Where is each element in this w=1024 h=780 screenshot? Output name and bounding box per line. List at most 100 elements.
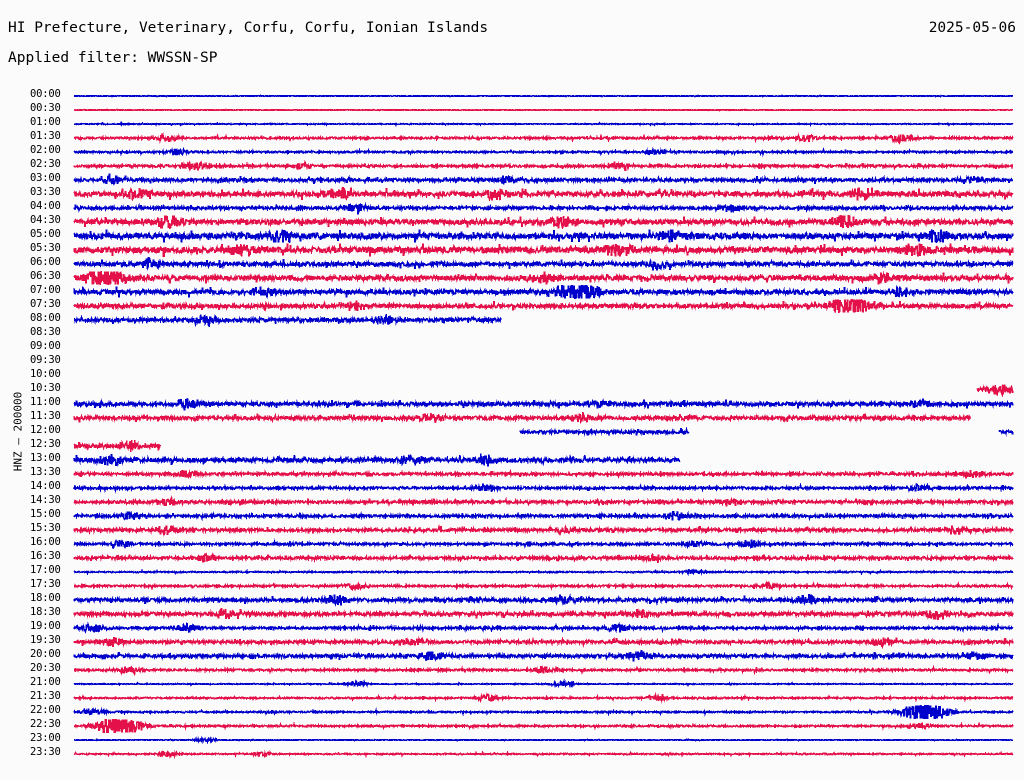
seismic-trace xyxy=(73,705,1014,719)
seismic-trace xyxy=(73,215,1014,229)
seismic-trace xyxy=(73,146,1014,158)
time-label-03-00: 03:00 xyxy=(30,172,61,184)
time-label-22-30: 22:30 xyxy=(30,718,61,730)
seismic-trace xyxy=(73,159,1014,172)
seismic-trace xyxy=(976,384,1014,397)
seismic-trace xyxy=(73,271,1014,285)
helicorder-row: 13:30 xyxy=(0,467,1024,481)
helicorder-row: 15:00 xyxy=(0,509,1024,523)
time-label-08-30: 08:30 xyxy=(30,326,61,338)
seismic-trace xyxy=(73,243,1014,257)
time-label-02-00: 02:00 xyxy=(30,144,61,156)
seismic-trace xyxy=(74,719,1014,733)
helicorder-row: 01:00 xyxy=(0,117,1024,131)
seismic-trace xyxy=(73,593,1014,607)
time-label-23-00: 23:00 xyxy=(30,732,61,744)
helicorder-row: 21:30 xyxy=(0,691,1024,705)
helicorder-row: 01:30 xyxy=(0,131,1024,145)
chart-header: HI Prefecture, Veterinary, Corfu, Corfu,… xyxy=(0,0,1024,76)
seismic-trace xyxy=(73,580,1014,592)
time-label-05-30: 05:30 xyxy=(30,242,61,254)
helicorder-row: 04:00 xyxy=(0,201,1024,215)
helicorder-row: 16:00 xyxy=(0,537,1024,551)
time-label-13-00: 13:00 xyxy=(30,452,61,464)
helicorder-plot: 00:00 00:30 01:00 01:30 02:00 02:30 03:00 03:30… xyxy=(0,76,1024,780)
time-label-00-00: 00:00 xyxy=(30,88,61,100)
seismic-trace xyxy=(73,398,1014,411)
seismic-trace xyxy=(0,369,1024,383)
helicorder-row: 09:00 xyxy=(0,341,1024,355)
page-title: HI Prefecture, Veterinary, Corfu, Corfu,… xyxy=(8,20,489,36)
time-label-22-00: 22:00 xyxy=(30,704,61,716)
seismic-trace xyxy=(0,341,1024,355)
helicorder-row: 20:00 xyxy=(0,649,1024,663)
time-label-16-30: 16:30 xyxy=(30,550,61,562)
seismic-trace xyxy=(519,426,1014,437)
seismic-trace xyxy=(73,691,1014,704)
helicorder-row: 03:30 xyxy=(0,187,1024,201)
helicorder-row: 17:30 xyxy=(0,579,1024,593)
helicorder-row: 14:30 xyxy=(0,495,1024,509)
time-label-12-00: 12:00 xyxy=(30,424,61,436)
helicorder-row: 07:30 xyxy=(0,299,1024,313)
helicorder-row: 23:30 xyxy=(0,747,1024,761)
seismic-trace xyxy=(73,257,1014,271)
seismic-trace xyxy=(74,108,1014,112)
helicorder-row: 20:30 xyxy=(0,663,1024,677)
seismic-trace xyxy=(73,749,1014,759)
time-label-03-30: 03:30 xyxy=(30,186,61,198)
time-label-02-30: 02:30 xyxy=(30,158,61,170)
time-label-17-30: 17:30 xyxy=(30,578,61,590)
time-label-19-30: 19:30 xyxy=(30,634,61,646)
helicorder-row: 10:00 xyxy=(0,369,1024,383)
helicorder-row: 15:30 xyxy=(0,523,1024,537)
helicorder-row: 22:30 xyxy=(0,719,1024,733)
time-label-21-30: 21:30 xyxy=(30,690,61,702)
helicorder-row: 11:30 xyxy=(0,411,1024,425)
time-label-09-00: 09:00 xyxy=(30,340,61,352)
seismic-trace xyxy=(73,608,1014,621)
helicorder-row: 12:00 xyxy=(0,425,1024,439)
time-label-13-30: 13:30 xyxy=(30,466,61,478)
helicorder-row: 04:30 xyxy=(0,215,1024,229)
time-label-19-00: 19:00 xyxy=(30,620,61,632)
time-label-09-30: 09:30 xyxy=(30,354,61,366)
time-label-04-00: 04:00 xyxy=(30,200,61,212)
seismic-trace xyxy=(73,510,1014,522)
helicorder-row: 13:00 xyxy=(0,453,1024,467)
helicorder-row: 05:30 xyxy=(0,243,1024,257)
helicorder-row: 11:00 xyxy=(0,397,1024,411)
helicorder-row: 00:00 xyxy=(0,89,1024,103)
time-label-05-00: 05:00 xyxy=(30,228,61,240)
seismic-trace xyxy=(73,201,1014,215)
time-label-18-00: 18:00 xyxy=(30,592,61,604)
helicorder-row: 08:00 xyxy=(0,313,1024,327)
time-label-23-30: 23:30 xyxy=(30,746,61,758)
seismic-trace xyxy=(73,285,1014,299)
time-label-04-30: 04:30 xyxy=(30,214,61,226)
seismic-trace xyxy=(73,132,1014,145)
helicorder-row: 18:30 xyxy=(0,607,1024,621)
seismic-trace xyxy=(73,94,1014,98)
helicorder-row: 02:00 xyxy=(0,145,1024,159)
seismic-trace xyxy=(0,327,1024,341)
time-label-12-30: 12:30 xyxy=(30,438,61,450)
helicorder-row: 23:00 xyxy=(0,733,1024,747)
seismic-trace xyxy=(73,299,1014,313)
time-label-06-00: 06:00 xyxy=(30,256,61,268)
seismic-trace xyxy=(73,538,1014,550)
helicorder-row: 17:00 xyxy=(0,565,1024,579)
time-label-07-00: 07:00 xyxy=(30,284,61,296)
seismic-trace xyxy=(73,635,1014,649)
helicorder-row: 12:30 xyxy=(0,439,1024,453)
seismic-trace xyxy=(73,482,1014,494)
seismic-trace xyxy=(73,678,1014,689)
seismic-trace xyxy=(73,412,972,425)
time-label-10-00: 10:00 xyxy=(30,368,61,380)
seismic-trace xyxy=(73,649,1014,662)
seismic-trace xyxy=(73,187,1014,201)
helicorder-row: 06:30 xyxy=(0,271,1024,285)
seismic-trace xyxy=(73,552,1014,564)
helicorder-row: 07:00 xyxy=(0,285,1024,299)
time-label-20-00: 20:00 xyxy=(30,648,61,660)
